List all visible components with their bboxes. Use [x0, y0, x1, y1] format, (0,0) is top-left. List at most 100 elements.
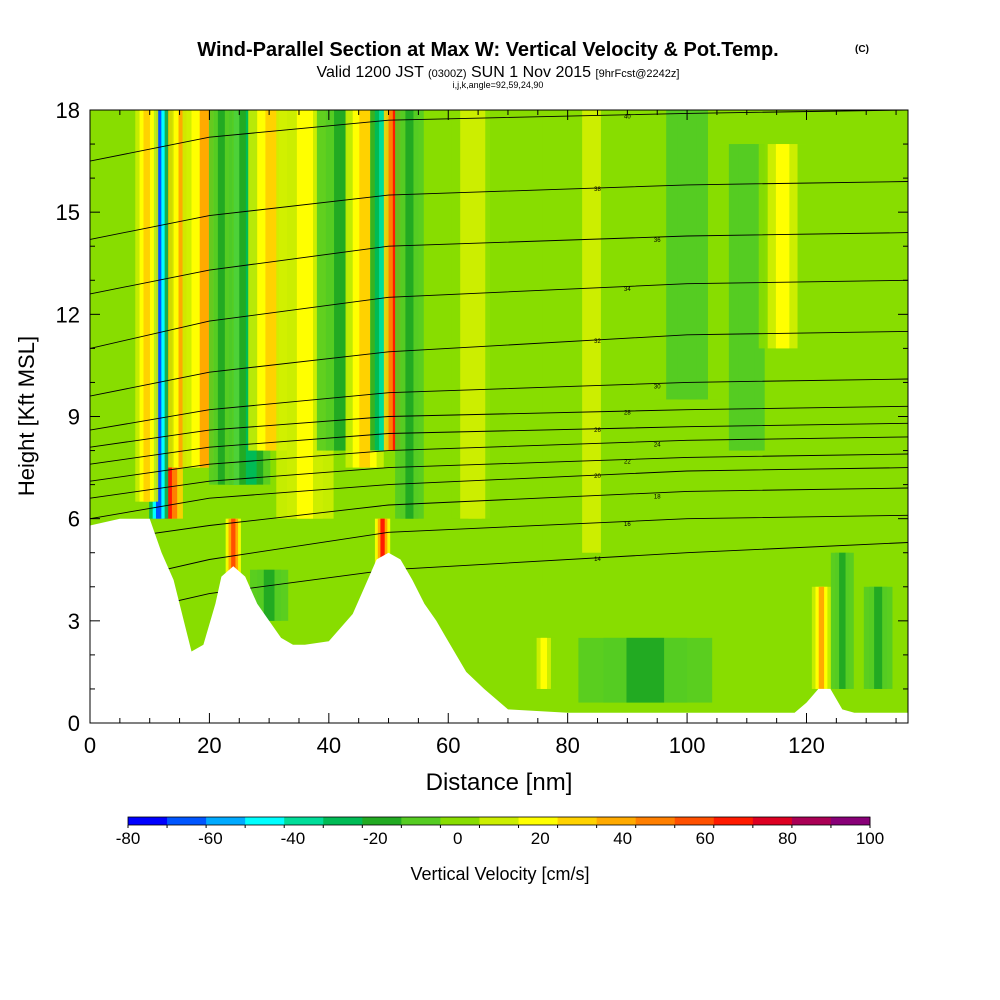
velocity-core	[155, 110, 162, 519]
x-axis-ticks: 0 20 40 60 80 100 120	[84, 110, 897, 758]
colorbar-swatch	[284, 817, 324, 825]
chart-title-mark: (C)	[855, 44, 869, 55]
velocity-core	[296, 110, 314, 519]
terrain-area	[90, 518, 908, 723]
colorbar-swatch	[518, 817, 559, 825]
theta-contour-line	[90, 378, 908, 431]
colorbar-swatch	[167, 817, 207, 825]
theta-contour-label: 38	[594, 187, 601, 193]
colorbar-swatch	[440, 817, 480, 825]
chart-subtitle-line: Valid 1200 JST (0300Z) SUN 1 Nov 2015 [9…	[317, 64, 680, 81]
y-tick-label: 12	[56, 302, 80, 327]
velocity-core	[379, 110, 387, 451]
velocity-core	[582, 110, 601, 553]
x-tick-label: 60	[436, 733, 460, 758]
y-tick-label: 3	[68, 609, 80, 634]
theta-contour-line	[90, 330, 908, 397]
theta-contour-line	[90, 422, 908, 465]
colorbar-tick-label: -40	[281, 829, 306, 848]
theta-contour-label: 22	[624, 459, 631, 465]
subtitle-valid: Valid 1200 JST	[317, 64, 425, 81]
velocity-core	[738, 144, 755, 451]
theta-contour-label: 20	[594, 474, 601, 480]
theta-contour-label: 34	[624, 287, 631, 293]
colorbar-swatch	[323, 817, 363, 825]
colorbar-swatch	[635, 817, 676, 825]
theta-contour-label: 26	[594, 428, 601, 434]
x-tick-label: 100	[669, 733, 706, 758]
velocity-core	[505, 110, 522, 587]
velocity-core	[263, 569, 275, 621]
colorbar-swatch	[596, 817, 637, 825]
theta-contour-label: 28	[624, 411, 631, 417]
y-tick-label: 9	[68, 405, 80, 430]
theta-contour-line	[90, 232, 908, 295]
colorbar-swatch	[752, 817, 793, 825]
x-axis-label: Distance [nm]	[426, 769, 573, 796]
x-tick-label: 120	[788, 733, 825, 758]
theta-contour-label: 30	[654, 385, 661, 391]
y-tick-label: 15	[56, 200, 80, 225]
theta-contour-line	[90, 487, 908, 543]
colorbar-tick-label: 80	[778, 829, 797, 848]
velocity-core	[468, 110, 482, 519]
x-tick-label: 20	[197, 733, 221, 758]
theta-contour-line	[90, 279, 908, 349]
colorbar-tick-label: 0	[453, 829, 462, 848]
velocity-core	[677, 110, 697, 400]
theta-contour-label: 24	[654, 442, 661, 448]
y-tick-label: 18	[56, 98, 80, 123]
theta-contour-line	[90, 110, 908, 162]
velocity-core	[626, 637, 665, 703]
colorbar-label: Vertical Velocity [cm/s]	[410, 864, 589, 884]
subtitle-utc: (0300Z)	[428, 68, 467, 80]
subtitle-forecast: [9hrFcst@2242z]	[596, 68, 680, 80]
theta-contour-label: 40	[624, 114, 631, 120]
colorbar-tick-label: 60	[696, 829, 715, 848]
colorbar-tick-label: 40	[613, 829, 632, 848]
velocity-core	[818, 586, 825, 689]
velocity-core	[231, 518, 236, 580]
x-tick-label: 40	[317, 733, 341, 758]
colorbar-tick-label: 100	[856, 829, 884, 848]
colorbar-tick-label: -80	[116, 829, 141, 848]
terrain-mask	[90, 518, 908, 723]
y-tick-label: 0	[68, 711, 80, 736]
colorbar-swatch	[830, 817, 871, 825]
velocity-core	[380, 518, 385, 570]
colorbar-swatch	[713, 817, 754, 825]
theta-contour-line	[90, 514, 908, 588]
theta-contour-label: 32	[594, 339, 601, 345]
colorbar-tick-labels: -80 -60 -40 -20 0 20 40 60 80 100	[116, 829, 884, 848]
theta-contour-label: 14	[594, 557, 601, 563]
theta-contour-label: 36	[654, 238, 661, 244]
colorbar-swatch	[245, 817, 285, 825]
velocity-core	[334, 110, 348, 451]
colorbar-swatch	[401, 817, 441, 825]
subtitle-params: i,j,k,angle=92,59,24,90	[453, 80, 544, 90]
colorbar-swatch	[557, 817, 598, 825]
colorbar-frame	[127, 816, 871, 826]
colorbar-swatch	[674, 817, 715, 825]
theta-contour-line	[90, 453, 908, 499]
subtitle-date: SUN 1 Nov 2015	[471, 64, 591, 81]
x-tick-label: 0	[84, 733, 96, 758]
colorbar	[127, 816, 871, 828]
chart-title: Wind-Parallel Section at Max W: Vertical…	[197, 39, 778, 61]
y-tick-label: 6	[68, 507, 80, 532]
theta-contour-label: 16	[624, 522, 631, 528]
velocity-core	[775, 144, 790, 349]
colorbar-tick-label: 20	[531, 829, 550, 848]
velocity-core	[143, 110, 150, 502]
colorbar-swatch	[362, 817, 402, 825]
x-tick-label: 80	[555, 733, 579, 758]
colorbar-swatch	[479, 817, 520, 825]
colorbar-tick-label: -60	[198, 829, 223, 848]
colorbar-swatch	[791, 817, 832, 825]
velocity-core	[405, 110, 414, 519]
colorbar-swatch	[128, 817, 168, 825]
y-axis-label: Height [Kft MSL]	[14, 336, 39, 496]
velocity-core	[540, 637, 548, 689]
